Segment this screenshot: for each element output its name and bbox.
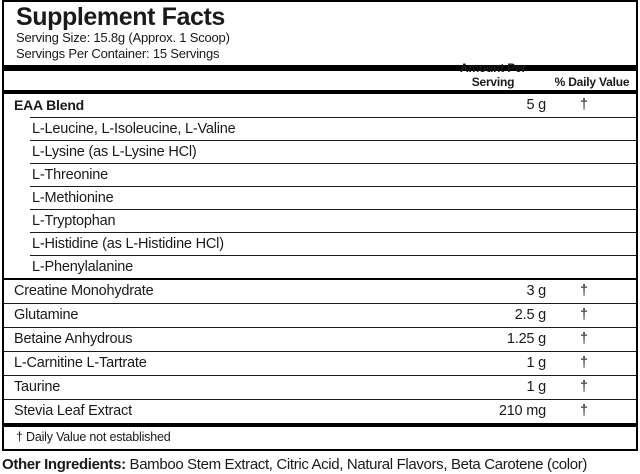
nutrient-name: Glutamine (14, 307, 79, 324)
table-row: Stevia Leaf Extract 210 mg † (4, 400, 636, 423)
nutrient-name: L-Phenylalanine (32, 258, 133, 275)
nutrient-daily-value: † (579, 331, 589, 348)
nutrient-name: Stevia Leaf Extract (14, 403, 132, 420)
other-ingredients: Other Ingredients: Bamboo Stem Extract, … (0, 451, 640, 474)
table-row-blend-component: L-Threonine (4, 164, 636, 186)
table-row-blend-component: L-Leucine, L-Isoleucine, L-Valine (4, 118, 636, 140)
row-separator (30, 231, 636, 233)
table-row: Glutamine 2.5 g † (4, 304, 636, 327)
other-ingredients-label: Other Ingredients: (2, 455, 126, 473)
nutrient-daily-value: † (579, 307, 589, 324)
nutrient-name: Taurine (14, 379, 61, 396)
row-separator (4, 350, 636, 352)
daily-value-footnote: † Daily Value not established (16, 429, 171, 444)
row-separator (4, 326, 636, 328)
nutrient-name: L-Leucine, L-Isoleucine, L-Valine (32, 120, 236, 137)
table-row-eaa-blend: EAA Blend 5 g † (4, 94, 636, 117)
nutrient-daily-value: † (579, 97, 589, 114)
table-row: Betaine Anhydrous 1.25 g † (4, 328, 636, 351)
nutrient-daily-value: † (579, 355, 589, 372)
serving-size-text: Serving Size: 15.8g (Approx. 1 Scoop) (16, 30, 230, 45)
row-separator (30, 208, 636, 210)
row-separator (30, 139, 636, 141)
nutrient-name: L-Methionine (32, 189, 114, 206)
nutrient-name: Betaine Anhydrous (14, 331, 133, 348)
nutrient-amount: 3 g (526, 283, 546, 300)
row-separator (30, 116, 636, 118)
row-separator (30, 185, 636, 187)
nutrient-amount: 1 g (526, 379, 546, 396)
nutrient-amount: 5 g (526, 97, 546, 114)
title-block: Supplement Facts Serving Size: 15.8g (Ap… (4, 2, 636, 65)
nutrient-name: Creatine Monohydrate (14, 283, 154, 300)
row-separator (4, 277, 636, 280)
nutrient-amount: 2.5 g (514, 307, 546, 324)
row-separator (30, 162, 636, 164)
row-separator (4, 302, 636, 304)
nutrient-name: L-Lysine (as L-Lysine HCl) (32, 143, 197, 160)
row-separator (4, 398, 636, 400)
nutrient-daily-value: † (579, 379, 589, 396)
column-header-row: Amount Per Serving % Daily Value (4, 61, 636, 90)
other-ingredients-value: Bamboo Stem Extract, Citric Acid, Natura… (125, 455, 588, 473)
rule-below-serving-info (4, 64, 636, 71)
nutrient-name: L-Threonine (32, 166, 108, 183)
table-row: Taurine 1 g † (4, 376, 636, 399)
nutrient-daily-value: † (579, 403, 589, 420)
nutrient-amount: 1.25 g (506, 331, 546, 348)
nutrient-amount: 210 mg (498, 403, 546, 420)
row-separator (4, 374, 636, 376)
column-header-amount: Amount Per Serving (459, 60, 526, 89)
table-row-blend-component: L-Methionine (4, 187, 636, 209)
rule-below-column-header (4, 89, 636, 94)
table-row-blend-component: L-Lysine (as L-Lysine HCl) (4, 141, 636, 163)
nutrient-name: L-Tryptophan (32, 212, 116, 229)
row-separator (30, 254, 636, 256)
nutrient-name: L-Carnitine L-Tartrate (14, 355, 147, 372)
table-row-blend-component: L-Histidine (as L-Histidine HCl) (4, 233, 636, 255)
nutrient-rows: EAA Blend 5 g † L-Leucine, L-Isoleucine,… (4, 94, 636, 423)
nutrient-name: L-Histidine (as L-Histidine HCl) (32, 235, 224, 252)
page-title: Supplement Facts (16, 3, 225, 31)
column-header-daily-value: % Daily Value (554, 74, 630, 89)
table-row-blend-component: L-Tryptophan (4, 210, 636, 232)
supplement-facts-panel: Supplement Facts Serving Size: 15.8g (Ap… (2, 0, 638, 449)
servings-per-container-text: Servings Per Container: 15 Servings (16, 45, 220, 61)
nutrient-daily-value: † (579, 283, 589, 300)
nutrient-name: EAA Blend (14, 97, 85, 114)
table-row-blend-component: L-Phenylalanine (4, 256, 636, 278)
nutrient-amount: 1 g (526, 355, 546, 372)
table-row: Creatine Monohydrate 3 g † (4, 280, 636, 303)
table-row: L-Carnitine L-Tartrate 1 g † (4, 352, 636, 375)
